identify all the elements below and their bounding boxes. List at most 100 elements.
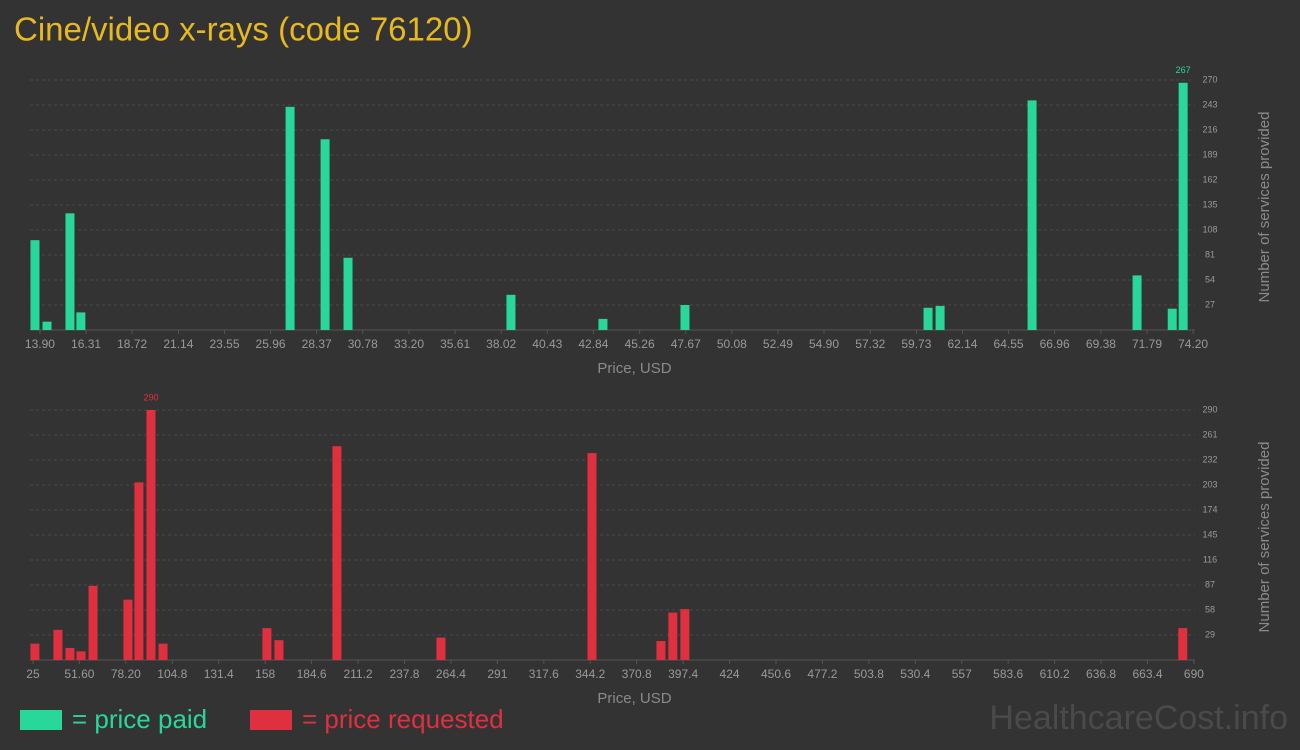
bar (42, 321, 52, 330)
bar (30, 240, 40, 330)
x-tick-label: 25.96 (256, 337, 286, 351)
y-tick-label: 174 (1202, 504, 1217, 514)
x-tick-label: 28.37 (302, 337, 332, 351)
y-tick-label: 58 (1205, 604, 1215, 614)
x-tick-label: 62.14 (947, 337, 977, 351)
x-tick-label: 18.72 (117, 337, 147, 351)
x-tick-label: 530.4 (900, 667, 930, 681)
y-tick-label: 29 (1205, 629, 1215, 639)
y-tick-label: 108 (1202, 224, 1217, 234)
x-tick-label: 16.31 (71, 337, 101, 351)
y-tick-label: 216 (1202, 124, 1217, 134)
y-tick-label: 232 (1202, 454, 1217, 464)
bar (158, 643, 168, 660)
x-tick-label: 370.8 (622, 667, 652, 681)
bar (53, 629, 63, 660)
x-tick-label: 636.8 (1086, 667, 1116, 681)
bar (1167, 308, 1177, 330)
bar (134, 482, 144, 660)
watermark: HealthcareCost.info (989, 699, 1288, 737)
x-tick-label: 42.84 (578, 337, 608, 351)
x-axis-label: Price, USD (597, 690, 671, 707)
y-tick-label: 290 (1202, 404, 1217, 414)
bar (656, 641, 666, 660)
x-tick-label: 78.20 (111, 667, 141, 681)
x-tick-label: 30.78 (348, 337, 378, 351)
x-tick-label: 317.6 (529, 667, 559, 681)
x-tick-label: 503.8 (854, 667, 884, 681)
bar (1027, 100, 1037, 331)
x-tick-label: 610.2 (1040, 667, 1070, 681)
x-tick-label: 211.2 (343, 667, 372, 681)
y-tick-label: 145 (1202, 529, 1217, 539)
bar (587, 453, 597, 660)
y-tick-label: 203 (1202, 479, 1217, 489)
bar (343, 257, 353, 330)
x-tick-label: 35.61 (440, 337, 470, 351)
x-tick-label: 51.60 (64, 667, 94, 681)
bar (1132, 275, 1142, 330)
x-tick-label: 344.2 (575, 667, 605, 681)
y-tick-label: 270 (1202, 74, 1217, 84)
bar (76, 312, 86, 330)
x-tick-label: 477.2 (807, 667, 837, 681)
x-tick-label: 158 (255, 667, 275, 681)
bar (146, 410, 156, 660)
legend-swatch (250, 710, 292, 730)
bar (1178, 82, 1188, 331)
x-tick-label: 45.26 (625, 337, 655, 351)
bar (506, 294, 516, 330)
bar (1178, 628, 1188, 660)
legend-label: = price requested (302, 704, 504, 734)
legend-label: = price paid (72, 704, 207, 734)
x-tick-label: 69.38 (1086, 337, 1116, 351)
bar (262, 628, 272, 660)
legend-swatch (20, 710, 62, 730)
x-tick-label: 38.02 (486, 337, 516, 351)
x-tick-label: 264.4 (436, 667, 466, 681)
x-tick-label: 71.79 (1132, 337, 1162, 351)
x-tick-label: 450.6 (761, 667, 791, 681)
x-tick-label: 104.8 (157, 667, 187, 681)
bar (123, 599, 133, 660)
x-tick-label: 291 (487, 667, 507, 681)
bar (30, 643, 40, 660)
bar (285, 106, 295, 330)
bar (923, 307, 933, 330)
bar (65, 213, 75, 330)
y-axis-label: Number of services provided (1256, 112, 1273, 303)
y-tick-label: 116 (1203, 554, 1217, 564)
chart-title: Cine/video x-rays (code 76120) (14, 11, 473, 48)
y-tick-label: 243 (1202, 99, 1217, 109)
bar (332, 446, 342, 660)
bar (680, 609, 690, 660)
x-tick-label: 59.73 (901, 337, 931, 351)
x-tick-label: 21.14 (163, 337, 193, 351)
x-tick-label: 131.4 (204, 667, 234, 681)
x-tick-label: 13.90 (25, 337, 55, 351)
max-label: 267 (1176, 65, 1191, 75)
x-tick-label: 66.96 (1040, 337, 1070, 351)
x-tick-label: 397.4 (668, 667, 698, 681)
y-tick-label: 261 (1202, 429, 1217, 439)
x-tick-label: 33.20 (394, 337, 424, 351)
bar (274, 640, 284, 660)
x-tick-label: 557 (952, 667, 972, 681)
bar (88, 585, 98, 660)
max-label: 290 (143, 392, 158, 402)
x-tick-label: 52.49 (763, 337, 793, 351)
x-tick-label: 237.8 (389, 667, 419, 681)
x-axis-label: Price, USD (597, 360, 671, 377)
bar (935, 305, 945, 330)
x-tick-label: 663.4 (1132, 667, 1162, 681)
x-tick-label: 47.67 (671, 337, 701, 351)
y-tick-label: 87 (1205, 579, 1215, 589)
bar (668, 612, 678, 660)
x-tick-label: 74.20 (1178, 337, 1208, 351)
bar (436, 637, 446, 660)
bar (76, 651, 86, 660)
y-tick-label: 135 (1202, 199, 1217, 209)
x-tick-label: 54.90 (809, 337, 839, 351)
x-tick-label: 57.32 (855, 337, 885, 351)
